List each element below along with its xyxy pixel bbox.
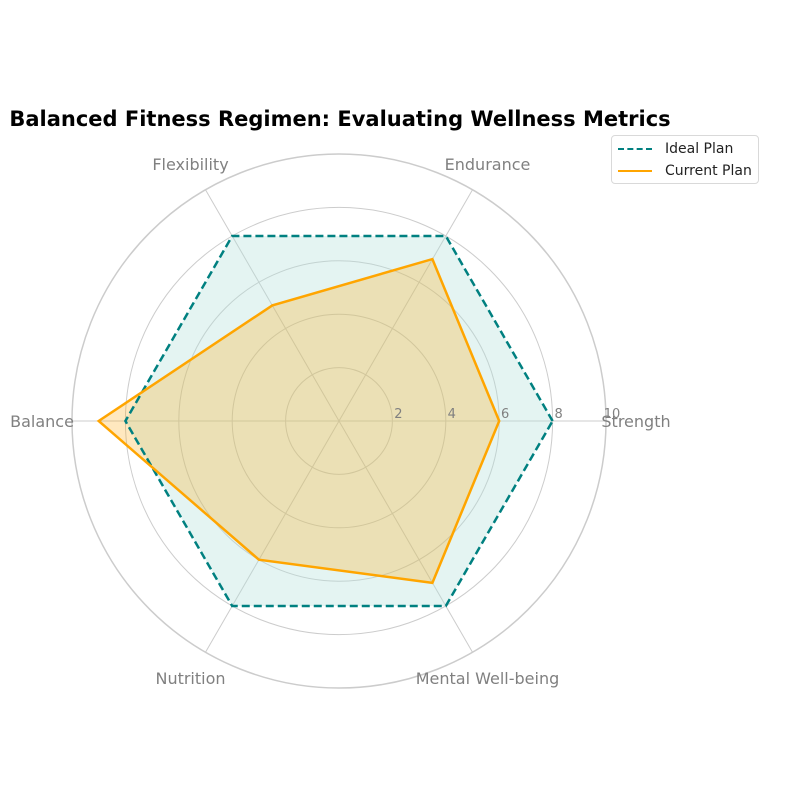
legend: Ideal Plan Current Plan [611,135,759,184]
series-layer [96,234,555,608]
legend-swatch-ideal [618,148,652,150]
category-label-2: Flexibility [152,155,228,174]
category-label-0: Strength [601,412,670,431]
grid-spoke-1 [338,189,473,422]
series-fill-0 [125,236,553,606]
grid-spoke-5 [338,420,473,653]
r-tick-label-10: 10 [604,407,621,422]
category-label-1: Endurance [445,155,531,174]
grid-spoke-4 [205,420,340,653]
legend-item-current[interactable]: Current Plan [618,161,752,181]
r-tick-label-6: 6 [501,407,509,422]
r-tick-label-4: 4 [448,407,456,422]
series-fill-1 [98,259,500,583]
r-tick-label-2: 2 [394,407,402,422]
chart-title: Balanced Fitness Regimen: Evaluating Wel… [9,107,671,131]
legend-label-current: Current Plan [665,163,752,179]
r-tick-label-8: 8 [554,407,562,422]
category-label-3: Balance [10,412,74,431]
category-label-4: Nutrition [155,669,225,688]
legend-swatch-current [618,170,652,172]
grid-layer [71,153,607,689]
category-label-5: Mental Well-being [416,669,560,688]
legend-item-ideal[interactable]: Ideal Plan [618,139,733,159]
legend-label-ideal: Ideal Plan [665,141,734,157]
